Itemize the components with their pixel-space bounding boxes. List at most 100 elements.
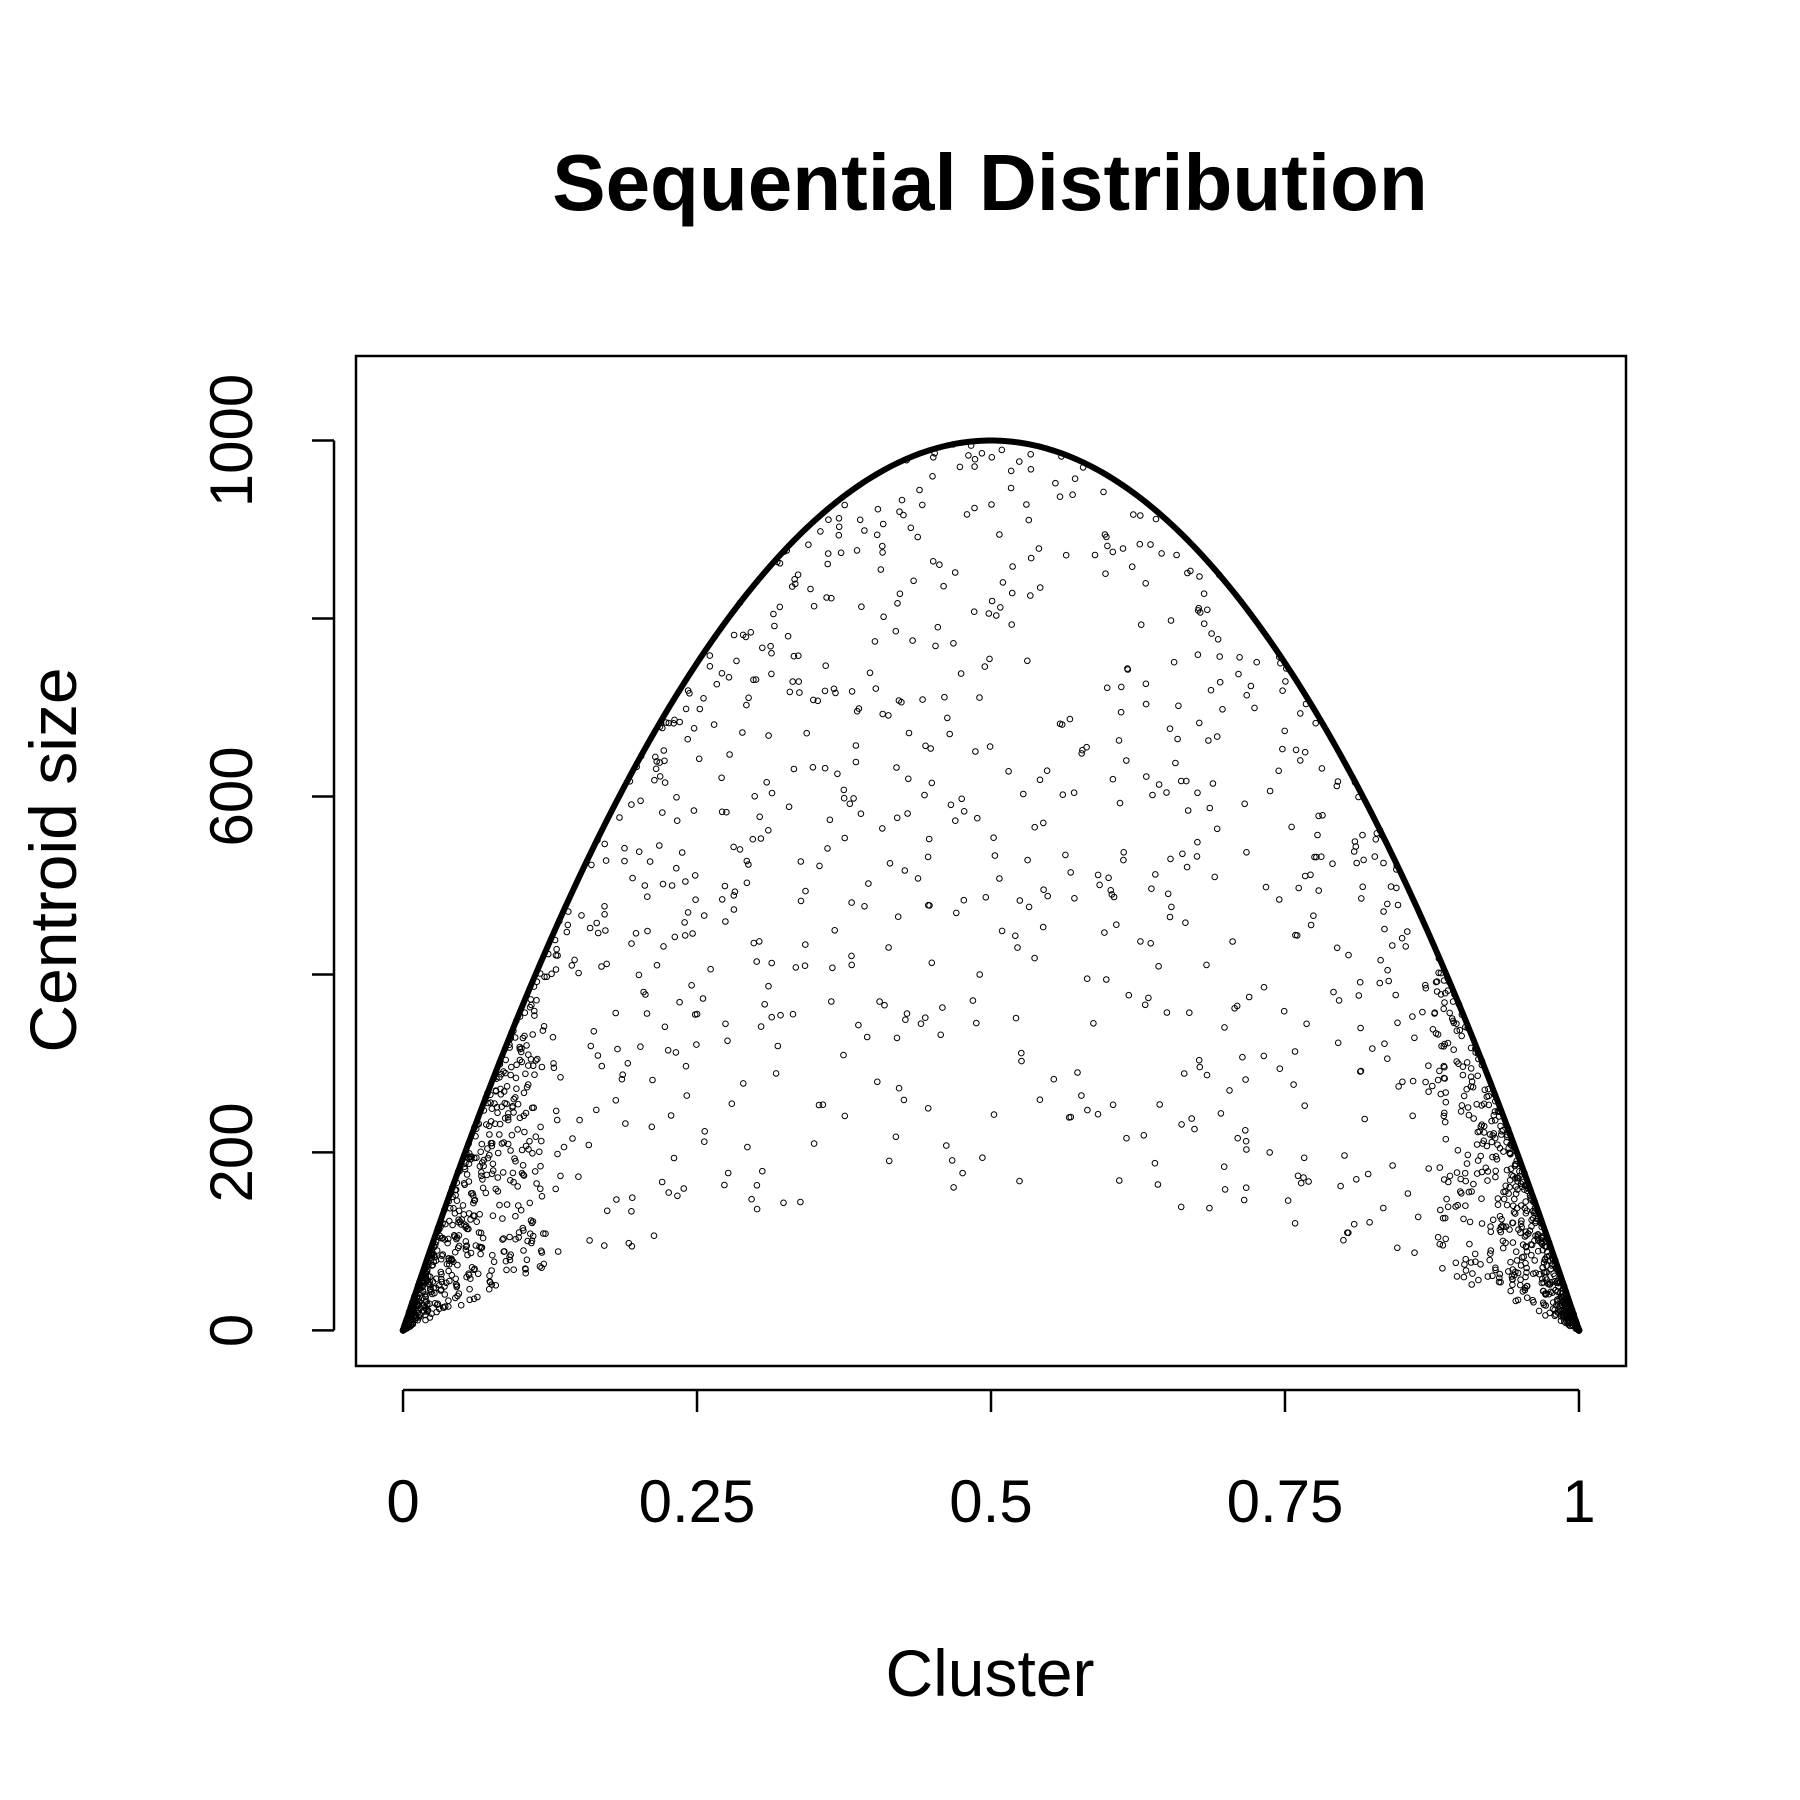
- data-point: [1487, 1250, 1494, 1257]
- data-point: [1394, 1019, 1401, 1027]
- data-point: [1100, 488, 1107, 496]
- data-point: [429, 1261, 437, 1269]
- y-axis: 0 200 600 1000: [198, 374, 336, 1347]
- data-point: [674, 1192, 681, 1200]
- data-point: [653, 758, 661, 765]
- data-point: [1172, 759, 1179, 767]
- data-point: [895, 1084, 903, 1092]
- data-point: [560, 1143, 568, 1151]
- data-point: [473, 1218, 481, 1225]
- data-point: [1276, 1065, 1284, 1072]
- data-point: [721, 1181, 728, 1189]
- data-point: [601, 903, 608, 910]
- data-point: [1209, 780, 1217, 787]
- data-point: [916, 486, 923, 494]
- data-point: [1518, 1223, 1525, 1231]
- data-point: [1116, 1177, 1123, 1184]
- data-point: [1170, 658, 1178, 666]
- data-point: [1266, 787, 1274, 795]
- data-point: [1496, 1226, 1504, 1234]
- data-point: [1496, 1144, 1504, 1152]
- data-point: [973, 1019, 980, 1027]
- data-point: [1318, 853, 1325, 861]
- data-point: [491, 1100, 498, 1107]
- data-point: [1147, 541, 1154, 548]
- data-point: [1466, 1218, 1474, 1226]
- data-point: [1211, 873, 1218, 881]
- data-point: [1330, 988, 1337, 996]
- data-point: [1518, 1217, 1525, 1224]
- data-point: [790, 765, 798, 773]
- data-point: [982, 894, 990, 901]
- x-tick-label: 1: [1562, 1468, 1595, 1535]
- data-point: [635, 971, 643, 979]
- data-point: [585, 1141, 593, 1149]
- data-point: [1242, 1137, 1250, 1145]
- data-point: [1450, 1046, 1457, 1053]
- data-point: [651, 776, 658, 784]
- data-point: [463, 1225, 471, 1233]
- data-point: [701, 1128, 709, 1135]
- data-point: [453, 1197, 461, 1204]
- data-point: [893, 1034, 901, 1042]
- data-point: [1442, 1235, 1449, 1243]
- data-point: [1478, 1168, 1486, 1176]
- data-point: [872, 685, 880, 692]
- data-point: [904, 810, 911, 817]
- data-point: [452, 1191, 459, 1199]
- data-point: [1509, 1276, 1516, 1283]
- data-point: [423, 1278, 430, 1285]
- data-point: [1128, 563, 1136, 571]
- data-point: [681, 932, 689, 939]
- data-point: [1544, 1280, 1552, 1288]
- x-tick-label: 0.75: [1227, 1468, 1344, 1535]
- data-point: [557, 1074, 564, 1081]
- data-point: [971, 463, 978, 470]
- data-point: [1522, 1273, 1529, 1281]
- data-point: [452, 1294, 459, 1302]
- data-point: [1511, 1195, 1518, 1203]
- data-point: [747, 629, 755, 636]
- data-point: [963, 511, 971, 518]
- data-point: [950, 640, 957, 647]
- data-point: [947, 801, 955, 809]
- data-point: [1361, 1115, 1368, 1123]
- data-point: [1445, 1178, 1452, 1186]
- data-point: [810, 696, 817, 704]
- data-point: [767, 642, 774, 650]
- data-point: [653, 961, 661, 969]
- data-point: [652, 753, 659, 761]
- data-point: [797, 897, 805, 905]
- data-point: [1305, 1178, 1312, 1185]
- data-point: [1463, 1160, 1471, 1167]
- data-point: [1071, 475, 1079, 483]
- data-point: [670, 720, 678, 727]
- data-point: [1297, 757, 1304, 764]
- data-point: [1023, 501, 1030, 508]
- data-point: [1540, 1287, 1547, 1295]
- data-point: [1404, 928, 1411, 935]
- data-point: [721, 882, 729, 890]
- data-point: [537, 1185, 544, 1193]
- data-point: [939, 1004, 946, 1011]
- data-point: [1141, 1001, 1149, 1009]
- data-point: [879, 520, 887, 528]
- data-point: [1532, 1232, 1539, 1240]
- data-point: [1147, 940, 1154, 947]
- data-point: [879, 825, 886, 832]
- data-point: [454, 1261, 461, 1269]
- data-point: [451, 1248, 459, 1256]
- data-point: [1468, 1188, 1475, 1195]
- data-point: [1200, 590, 1208, 598]
- data-point: [452, 1281, 460, 1288]
- data-point: [506, 1253, 513, 1261]
- data-point: [1459, 1071, 1467, 1079]
- data-point: [520, 1171, 527, 1178]
- data-point: [1105, 874, 1112, 882]
- data-point: [1394, 901, 1402, 909]
- x-tick-label: 0.5: [949, 1468, 1032, 1535]
- data-point: [768, 670, 775, 678]
- data-point: [1200, 620, 1208, 628]
- data-point: [1540, 1301, 1548, 1308]
- data-point: [1464, 1151, 1472, 1159]
